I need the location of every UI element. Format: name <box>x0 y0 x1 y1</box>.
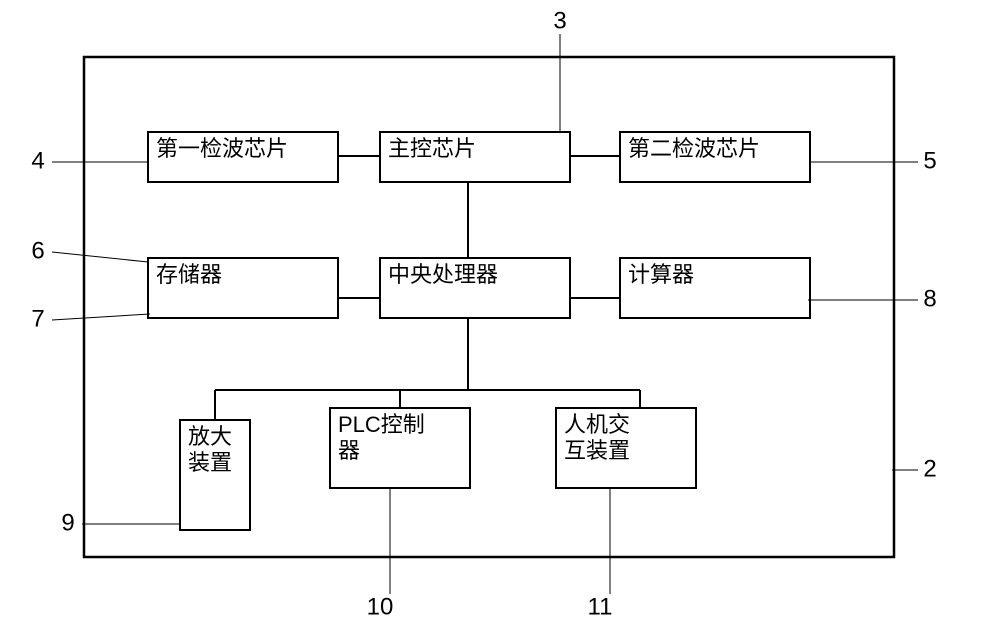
block-label-b7: 中央处理器 <box>388 262 498 287</box>
callout-num-5: 5 <box>923 147 936 174</box>
callout-num-4: 4 <box>31 147 44 174</box>
callout-num-7: 7 <box>31 305 44 332</box>
block-label-b9-l2: 装置 <box>188 450 232 475</box>
callout-num-10: 10 <box>367 593 394 620</box>
block-label-b5: 第二检波芯片 <box>628 136 760 161</box>
block-label-b10-l2: 器 <box>338 438 360 463</box>
block-label-b8: 计算器 <box>628 262 694 287</box>
callout-num-3: 3 <box>553 7 566 34</box>
block-label-b6: 存储器 <box>156 262 222 287</box>
block-label-b3: 主控芯片 <box>388 136 476 161</box>
block-label-b4: 第一检波芯片 <box>156 136 288 161</box>
block-label-b9-l1: 放大 <box>188 424 232 449</box>
callout-num-11: 11 <box>588 593 613 620</box>
block-label-b10-l1: PLC控制 <box>338 412 425 437</box>
block-label-b11-l1: 人机交 <box>564 412 630 437</box>
callout-num-8: 8 <box>923 285 936 312</box>
callout-num-9: 9 <box>61 509 74 536</box>
callout-num-6: 6 <box>31 237 44 264</box>
block-label-b11-l2: 互装置 <box>564 438 630 463</box>
callout-num-2: 2 <box>923 455 936 482</box>
